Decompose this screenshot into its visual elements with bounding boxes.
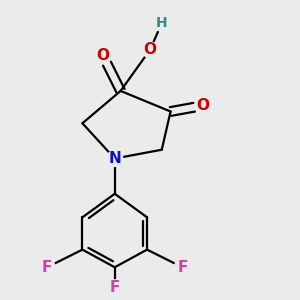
Text: O: O <box>196 98 209 113</box>
Circle shape <box>154 15 170 31</box>
Circle shape <box>107 151 123 166</box>
Circle shape <box>195 98 211 114</box>
Circle shape <box>174 259 190 275</box>
Text: O: O <box>143 42 157 57</box>
Text: H: H <box>156 16 168 30</box>
Circle shape <box>95 48 111 64</box>
Circle shape <box>107 280 123 296</box>
Text: N: N <box>108 151 121 166</box>
Text: F: F <box>110 280 120 295</box>
Text: O: O <box>97 48 110 63</box>
Circle shape <box>39 259 55 275</box>
Text: F: F <box>42 260 52 275</box>
Circle shape <box>142 42 158 58</box>
Text: F: F <box>177 260 188 275</box>
